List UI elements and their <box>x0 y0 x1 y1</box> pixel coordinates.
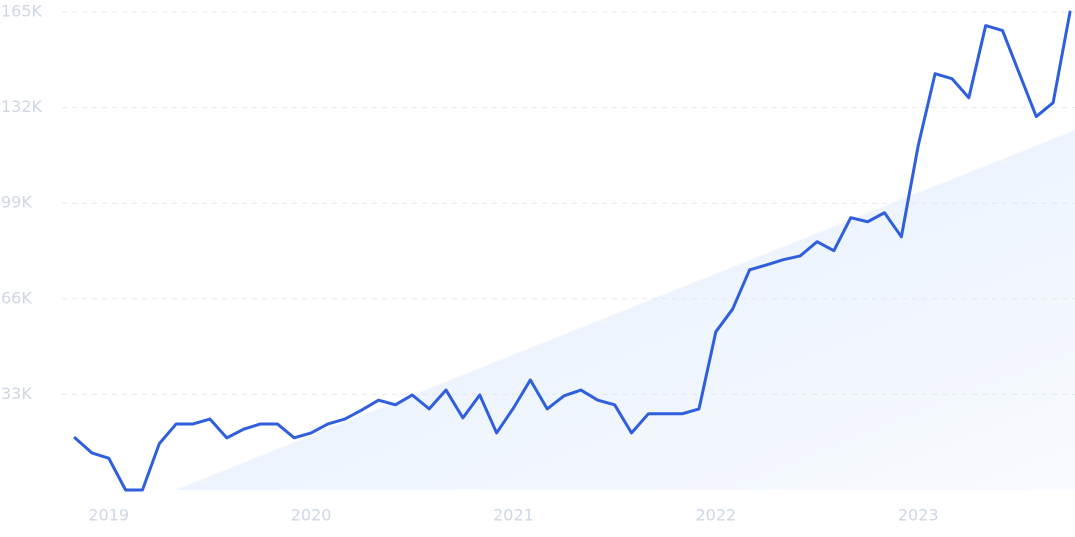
y-tick-label: 33K <box>1 384 32 403</box>
x-tick-label: 2022 <box>695 506 736 525</box>
y-tick-label: 132K <box>1 97 43 116</box>
x-tick-label: 2023 <box>898 506 939 525</box>
x-tick-label: 2019 <box>88 506 129 525</box>
trend-area <box>175 130 1075 490</box>
y-tick-label: 66K <box>1 288 32 307</box>
y-tick-label: 99K <box>1 193 32 212</box>
y-tick-label: 165K <box>1 2 43 21</box>
x-tick-label: 2020 <box>291 506 332 525</box>
x-tick-label: 2021 <box>493 506 534 525</box>
data-line <box>73 10 1072 492</box>
